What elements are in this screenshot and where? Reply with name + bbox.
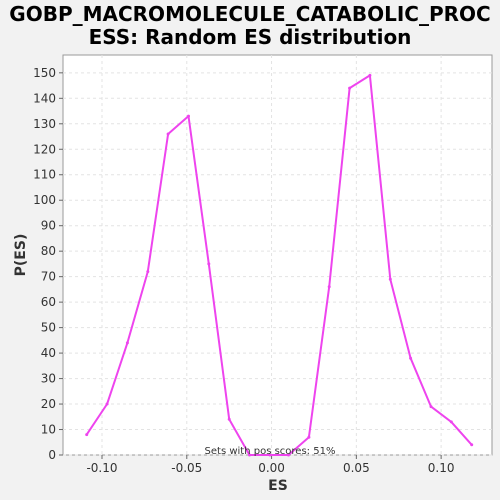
x-axis-ticks: -0.10 -0.05 0.00 0.05 0.10 [86,455,454,475]
series-line [85,74,473,456]
chart-title-line-1: GOBP_MACROMOLECULE_CATABOLIC_PROC [9,2,490,26]
data-point [166,132,170,136]
data-point [449,420,453,424]
data-point [187,114,190,118]
y-tick-label: 40 [41,346,56,360]
data-point [146,270,150,274]
data-point [125,341,129,345]
data-point [409,356,413,360]
x-tick-label: 0.10 [428,461,455,475]
y-tick-label: 150 [33,66,56,80]
y-tick-label: 140 [33,91,56,105]
data-point [327,285,331,289]
chart-title-line-2: ESS: Random ES distribution [89,25,412,49]
data-point [85,433,89,437]
data-point [368,73,372,77]
x-tick-label: -0.05 [171,461,202,475]
data-point [287,453,290,457]
x-tick-label: 0.05 [343,461,370,475]
y-tick-label: 30 [41,372,56,386]
y-axis-label: P(ES) [13,234,29,277]
data-point [227,417,231,421]
y-tick-label: 110 [33,168,56,182]
x-tick-label: -0.10 [86,461,117,475]
y-tick-label: 50 [41,321,56,335]
y-tick-label: 0 [48,448,56,462]
data-point [348,86,352,90]
plot-area [62,54,493,456]
y-tick-label: 100 [33,193,56,207]
x-axis-label: ES [268,478,288,494]
pos-scores-annotation: Sets with pos scores: 51% [205,446,336,457]
y-tick-label: 70 [41,270,56,284]
data-point [248,453,251,457]
data-point [268,453,272,457]
grid [63,55,492,456]
y-tick-label: 120 [33,142,56,156]
y-tick-label: 80 [41,244,56,258]
data-point [307,435,311,439]
y-tick-label: 20 [41,397,56,411]
y-tick-label: 130 [33,117,56,131]
data-point [470,443,474,447]
y-tick-label: 90 [41,219,56,233]
y-axis-ticks: 0 10 20 30 40 50 60 70 80 90 100 110 120 130 140 150 [33,66,63,462]
x-tick-label: 0.00 [258,461,285,475]
data-point [207,262,211,266]
series-group [85,73,474,457]
data-point [429,405,433,409]
data-point [388,277,392,281]
data-point [105,402,109,406]
y-tick-label: 60 [41,295,56,309]
y-tick-label: 10 [41,423,56,437]
